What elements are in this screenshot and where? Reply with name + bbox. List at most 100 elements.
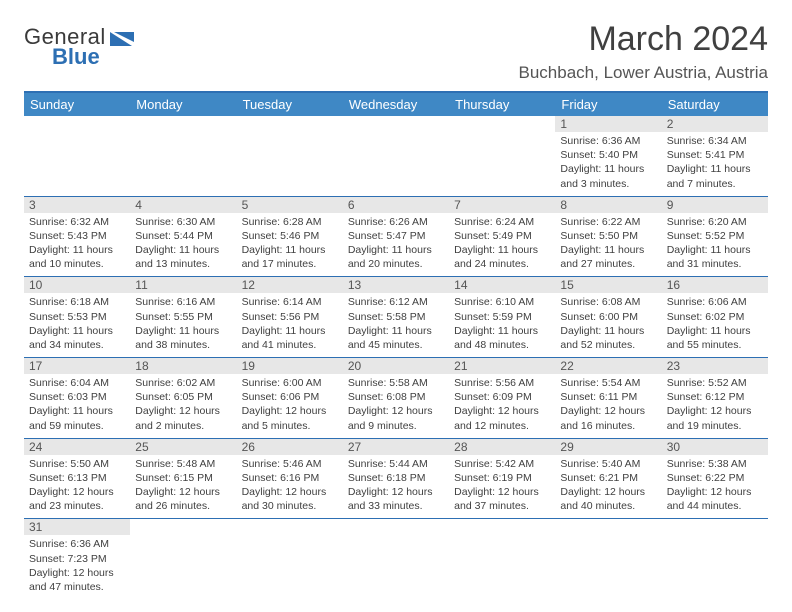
sunset-text: Sunset: 5:55 PM (135, 310, 231, 324)
day-cell (130, 132, 236, 196)
day-number: 13 (343, 277, 449, 293)
day-number: 12 (237, 277, 343, 293)
day-number: 27 (343, 439, 449, 455)
day-number-row: 12 (24, 116, 768, 132)
sunset-text: Sunset: 5:50 PM (560, 229, 656, 243)
daylight-text-1: Daylight: 12 hours (348, 485, 444, 499)
sunrise-text: Sunrise: 5:44 AM (348, 457, 444, 471)
day-cell (237, 535, 343, 599)
day-cell: Sunrise: 5:44 AMSunset: 6:18 PMDaylight:… (343, 455, 449, 519)
sunset-text: Sunset: 5:58 PM (348, 310, 444, 324)
day-number: 21 (449, 358, 555, 374)
daylight-text-1: Daylight: 12 hours (667, 404, 763, 418)
daylight-text-1: Daylight: 11 hours (242, 324, 338, 338)
daylight-text-2: and 13 minutes. (135, 257, 231, 271)
day-cell: Sunrise: 5:56 AMSunset: 6:09 PMDaylight:… (449, 374, 555, 438)
day-cell: Sunrise: 6:00 AMSunset: 6:06 PMDaylight:… (237, 374, 343, 438)
daylight-text-2: and 19 minutes. (667, 419, 763, 433)
day-number (449, 116, 555, 132)
day-number: 18 (130, 358, 236, 374)
daylight-text-2: and 20 minutes. (348, 257, 444, 271)
daylight-text-2: and 34 minutes. (29, 338, 125, 352)
sunset-text: Sunset: 6:02 PM (667, 310, 763, 324)
day-number: 6 (343, 197, 449, 213)
day-number: 9 (662, 197, 768, 213)
day-number: 2 (662, 116, 768, 132)
daylight-text-1: Daylight: 12 hours (667, 485, 763, 499)
day-number: 5 (237, 197, 343, 213)
day-number (24, 116, 130, 132)
daylight-text-1: Daylight: 11 hours (135, 243, 231, 257)
sunrise-text: Sunrise: 5:56 AM (454, 376, 550, 390)
daylight-text-2: and 17 minutes. (242, 257, 338, 271)
sunset-text: Sunset: 5:53 PM (29, 310, 125, 324)
week-row: Sunrise: 6:32 AMSunset: 5:43 PMDaylight:… (24, 213, 768, 278)
sunset-text: Sunset: 5:44 PM (135, 229, 231, 243)
weekday-header: Saturday (662, 93, 768, 116)
day-number: 26 (237, 439, 343, 455)
daylight-text-2: and 47 minutes. (29, 580, 125, 594)
daylight-text-2: and 33 minutes. (348, 499, 444, 513)
week-row: Sunrise: 6:18 AMSunset: 5:53 PMDaylight:… (24, 293, 768, 358)
week-row: Sunrise: 6:04 AMSunset: 6:03 PMDaylight:… (24, 374, 768, 439)
sunrise-text: Sunrise: 6:22 AM (560, 215, 656, 229)
daylight-text-1: Daylight: 11 hours (29, 243, 125, 257)
daylight-text-2: and 9 minutes. (348, 419, 444, 433)
sunset-text: Sunset: 6:03 PM (29, 390, 125, 404)
day-cell: Sunrise: 6:16 AMSunset: 5:55 PMDaylight:… (130, 293, 236, 357)
daylight-text-2: and 48 minutes. (454, 338, 550, 352)
daylight-text-2: and 7 minutes. (667, 177, 763, 191)
weekday-header: Sunday (24, 93, 130, 116)
daylight-text-1: Daylight: 11 hours (667, 324, 763, 338)
day-cell: Sunrise: 6:12 AMSunset: 5:58 PMDaylight:… (343, 293, 449, 357)
day-number-row: 17181920212223 (24, 358, 768, 374)
daylight-text-2: and 37 minutes. (454, 499, 550, 513)
daylight-text-2: and 31 minutes. (667, 257, 763, 271)
month-title: March 2024 (519, 20, 768, 59)
day-number (449, 519, 555, 535)
day-cell (24, 132, 130, 196)
day-cell: Sunrise: 5:54 AMSunset: 6:11 PMDaylight:… (555, 374, 661, 438)
day-number: 11 (130, 277, 236, 293)
day-cell: Sunrise: 6:06 AMSunset: 6:02 PMDaylight:… (662, 293, 768, 357)
daylight-text-2: and 44 minutes. (667, 499, 763, 513)
day-cell: Sunrise: 6:36 AMSunset: 7:23 PMDaylight:… (24, 535, 130, 599)
daylight-text-1: Daylight: 12 hours (29, 566, 125, 580)
day-number: 30 (662, 439, 768, 455)
daylight-text-1: Daylight: 11 hours (560, 243, 656, 257)
day-number: 17 (24, 358, 130, 374)
daylight-text-1: Daylight: 12 hours (454, 404, 550, 418)
sunset-text: Sunset: 6:12 PM (667, 390, 763, 404)
daylight-text-2: and 27 minutes. (560, 257, 656, 271)
day-number: 23 (662, 358, 768, 374)
sunrise-text: Sunrise: 6:20 AM (667, 215, 763, 229)
sunrise-text: Sunrise: 6:36 AM (29, 537, 125, 551)
daylight-text-1: Daylight: 11 hours (135, 324, 231, 338)
daylight-text-1: Daylight: 12 hours (348, 404, 444, 418)
daylight-text-2: and 52 minutes. (560, 338, 656, 352)
sunrise-text: Sunrise: 5:46 AM (242, 457, 338, 471)
sunset-text: Sunset: 5:43 PM (29, 229, 125, 243)
daylight-text-1: Daylight: 11 hours (454, 324, 550, 338)
daylight-text-2: and 24 minutes. (454, 257, 550, 271)
day-number: 10 (24, 277, 130, 293)
day-cell: Sunrise: 5:46 AMSunset: 6:16 PMDaylight:… (237, 455, 343, 519)
weekday-header-row: SundayMondayTuesdayWednesdayThursdayFrid… (24, 93, 768, 116)
day-cell: Sunrise: 6:30 AMSunset: 5:44 PMDaylight:… (130, 213, 236, 277)
location: Buchbach, Lower Austria, Austria (519, 63, 768, 83)
day-number (555, 519, 661, 535)
sunrise-text: Sunrise: 6:10 AM (454, 295, 550, 309)
sunset-text: Sunset: 5:46 PM (242, 229, 338, 243)
sunrise-text: Sunrise: 5:48 AM (135, 457, 231, 471)
day-cell: Sunrise: 5:42 AMSunset: 6:19 PMDaylight:… (449, 455, 555, 519)
sunrise-text: Sunrise: 6:12 AM (348, 295, 444, 309)
weekday-header: Wednesday (343, 93, 449, 116)
day-number: 15 (555, 277, 661, 293)
daylight-text-2: and 23 minutes. (29, 499, 125, 513)
sunrise-text: Sunrise: 6:34 AM (667, 134, 763, 148)
daylight-text-1: Daylight: 12 hours (560, 485, 656, 499)
sunrise-text: Sunrise: 6:28 AM (242, 215, 338, 229)
sunrise-text: Sunrise: 5:50 AM (29, 457, 125, 471)
weekday-header: Monday (130, 93, 236, 116)
sunrise-text: Sunrise: 5:54 AM (560, 376, 656, 390)
